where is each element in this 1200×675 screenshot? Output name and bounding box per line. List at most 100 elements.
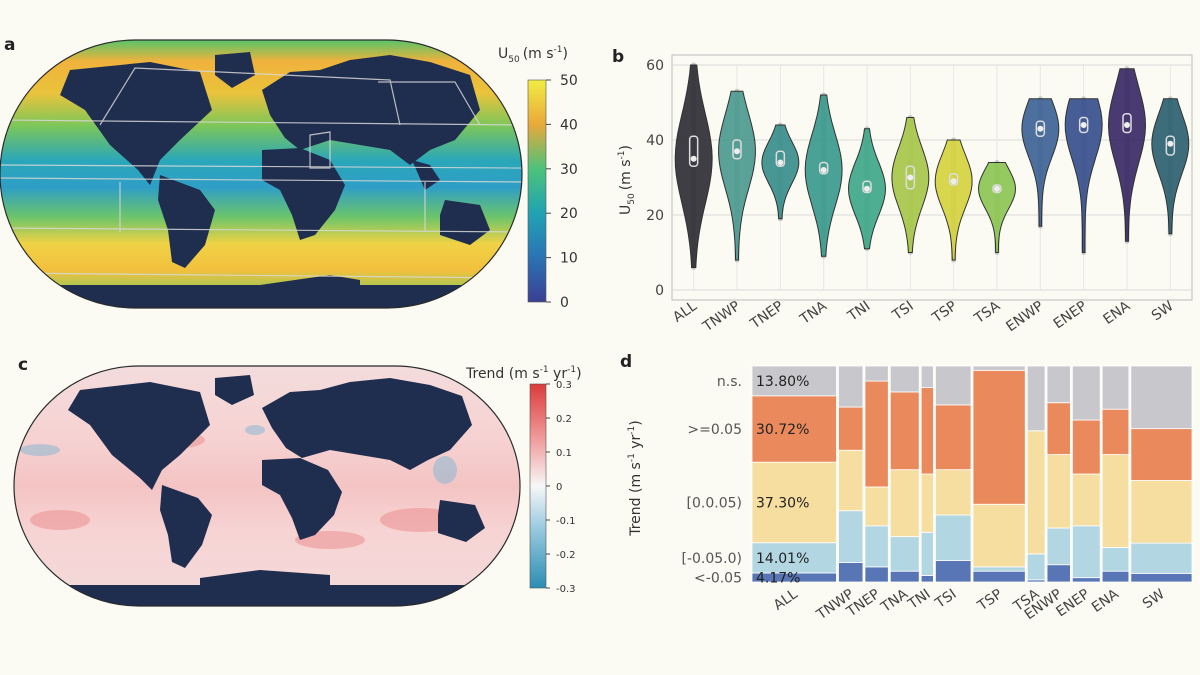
bar-seg-all xyxy=(751,461,837,544)
u50-tick-label: 0 xyxy=(560,295,569,311)
violin-plot-area xyxy=(671,54,1193,301)
violin-xtick-label: TSI xyxy=(889,298,917,324)
bar-seg-tsi xyxy=(935,365,972,406)
violin-box xyxy=(1078,116,1089,134)
region-outlines-a xyxy=(0,67,522,279)
bar-seg-tnwp xyxy=(838,449,864,512)
bar-seg-all xyxy=(751,395,837,463)
violin-body-tsp xyxy=(934,139,973,261)
violin-ytick-label: 40 xyxy=(646,133,664,149)
trend-colorbar-title: Trend (m s-1 yr-1) xyxy=(465,365,582,382)
violin-ytick-label: 0 xyxy=(655,283,664,299)
violin-box xyxy=(688,135,699,167)
panel-c: c xyxy=(13,355,582,607)
all-pct-label: 4.17% xyxy=(756,570,800,586)
bar-seg-tna xyxy=(889,469,920,538)
bar-seg-tni xyxy=(920,365,934,389)
bar-ytick-label: >=0.05 xyxy=(687,422,742,438)
bar-seg-ena xyxy=(1101,547,1130,572)
bar-seg-tsp xyxy=(972,365,1026,371)
bar-seg-enep xyxy=(1071,525,1101,579)
violin-xtick-label: TNWP xyxy=(699,298,743,335)
trend-colorbar: Trend (m s-1 yr-1) 0.3 0.2 0.1 0 -0.1 -0.2 -0.… xyxy=(465,365,582,595)
violin-xtick-label: TSA xyxy=(971,298,1004,328)
bar-seg-enep xyxy=(1071,577,1101,583)
bar-seg-tna xyxy=(889,536,920,572)
trend-tick-label: -0.3 xyxy=(556,584,576,595)
bar-seg-tsi xyxy=(935,469,972,516)
violin-xtick-label: TNI xyxy=(844,298,873,325)
panel-a: a xyxy=(0,35,578,311)
violin-plot: 0 20 40 60 ALL TNWP TNEP TNA TNI TSI TSP TSA ENWP ENE… xyxy=(646,58,1192,336)
violin-box xyxy=(992,184,1002,194)
bar-xtick-label: SW xyxy=(1140,586,1168,612)
bar-seg-ena xyxy=(1101,408,1130,455)
bar-seg-tnep xyxy=(864,380,889,488)
bar-seg-tsp xyxy=(972,570,1026,583)
bar-seg-enwp xyxy=(1046,564,1071,583)
violin-box xyxy=(1122,113,1132,134)
trend-colorbar-ticks: 0.3 0.2 0.1 0 -0.1 -0.2 -0.3 xyxy=(546,380,576,595)
bar-seg-sw xyxy=(1130,480,1193,544)
violin-body-tsi xyxy=(891,117,930,253)
violin-xtick-label: ENEP xyxy=(1051,298,1090,332)
bar-seg-tnwp xyxy=(838,562,864,583)
violin-median xyxy=(1037,125,1044,132)
trend-map xyxy=(14,366,520,606)
trend-tick-label: -0.2 xyxy=(556,550,576,561)
wind-speed-map xyxy=(0,40,522,308)
trend-tick-label: -0.1 xyxy=(556,516,576,527)
bar-seg-tnwp xyxy=(838,510,864,563)
violin-body-enwp xyxy=(1021,98,1060,227)
u50-tick-label: 10 xyxy=(560,251,578,267)
violin-box xyxy=(905,165,916,190)
violin-median xyxy=(734,148,740,155)
bar-ylabel: Trend (m s-1 yr-1) xyxy=(627,420,644,537)
trend-tick-label: 0.2 xyxy=(556,414,572,425)
violin-median xyxy=(690,155,697,162)
bar-ytick-label: [-0.05.0) xyxy=(681,551,742,567)
land-masses-c xyxy=(14,375,520,606)
bar-seg-tnep xyxy=(864,365,889,382)
bar-seg-sw xyxy=(1130,428,1193,481)
bar-seg-tna xyxy=(889,365,920,393)
bar-ytick-label: [0.0.05) xyxy=(687,495,742,511)
bar-seg-ena xyxy=(1101,570,1130,583)
violin-body-tnep xyxy=(761,124,800,220)
violin-body-tnwp xyxy=(718,90,756,261)
violin-box xyxy=(862,180,872,194)
bar-xtick-label: TSP xyxy=(974,586,1005,615)
all-pct-label: 37.30% xyxy=(756,495,809,511)
bar-ytick-label: <-0.05 xyxy=(694,570,742,586)
bar-seg-enwp xyxy=(1046,402,1071,455)
violin-body-ena xyxy=(1107,68,1147,242)
violin-median xyxy=(950,178,957,185)
panel-a-letter: a xyxy=(4,35,15,55)
violin-body-sw xyxy=(1151,98,1190,235)
violin-xtick-label: TNEP xyxy=(747,298,787,333)
land-masses-a xyxy=(0,52,522,308)
bar-seg-sw xyxy=(1130,572,1193,583)
bar-seg-enep xyxy=(1071,419,1101,475)
bar-xtick-label: TSI xyxy=(932,586,960,612)
bar-seg-tsa xyxy=(1026,365,1046,432)
u50-colorbar-title: U50 (m s-1) xyxy=(498,45,568,65)
violin-box xyxy=(1035,120,1046,137)
violin-box xyxy=(732,139,742,160)
bar-seg-tni xyxy=(920,575,934,583)
bar-seg-tsp xyxy=(972,503,1026,568)
panel-d-letter: d xyxy=(620,352,632,372)
panel-c-letter: c xyxy=(18,355,28,375)
bar-seg-tni xyxy=(920,473,934,533)
bar-seg-enwp xyxy=(1046,365,1071,404)
bar-seg-tni xyxy=(920,387,934,475)
bar-seg-tnep xyxy=(864,486,889,527)
bar-seg-ena xyxy=(1101,454,1130,548)
u50-colorbar-ticks: 50 40 30 20 10 0 xyxy=(546,73,578,311)
trend-tick-label: 0.1 xyxy=(556,448,572,459)
bar-seg-tsa xyxy=(1026,430,1046,555)
bar-seg-tsp xyxy=(972,566,1026,572)
panel-d: d 4.17%14.01%37.30%30.72%13.80%ALL TNWPTN… xyxy=(620,352,1193,624)
all-pct-label: 30.72% xyxy=(756,422,809,438)
